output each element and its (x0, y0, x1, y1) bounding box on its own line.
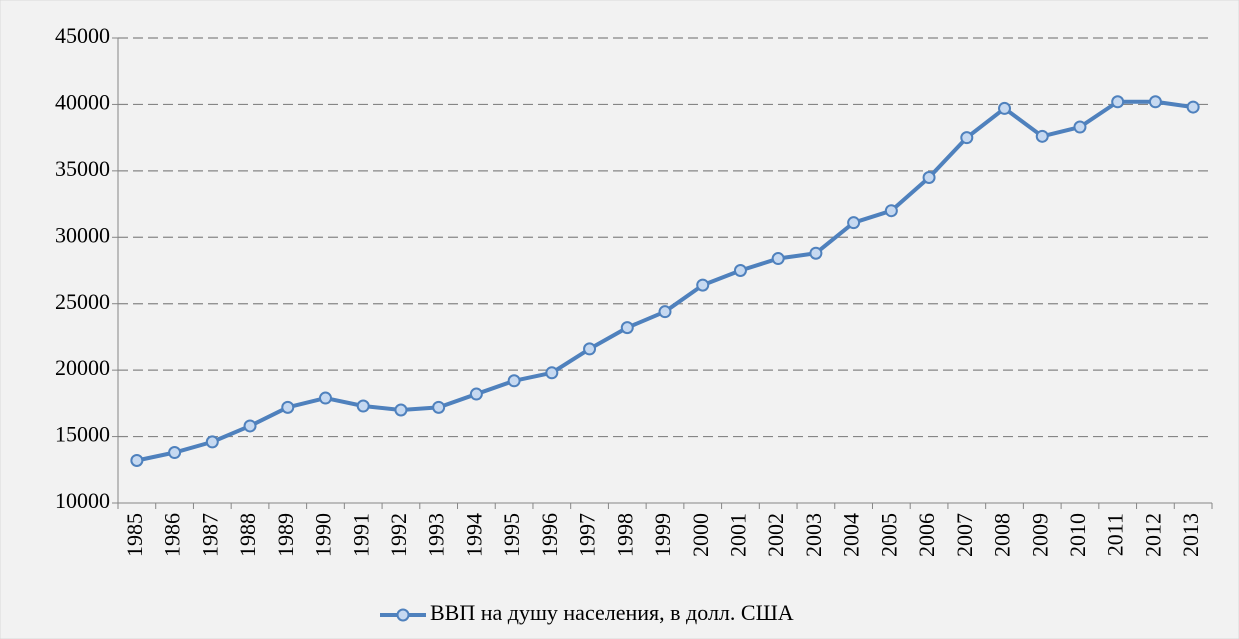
data-point (1073, 120, 1087, 134)
data-point (432, 400, 446, 414)
x-tick-label: 2002 (763, 513, 788, 557)
data-point (960, 131, 974, 145)
x-tick-label: 2000 (688, 513, 713, 557)
data-point (884, 204, 898, 218)
data-point (168, 446, 182, 460)
data-point (658, 305, 672, 319)
x-tick-label: 1996 (537, 513, 562, 557)
x-tick-label: 1992 (386, 513, 411, 557)
x-tick-label: 1999 (650, 513, 675, 557)
data-point (205, 435, 219, 449)
data-point (545, 366, 559, 380)
x-tick-label: 1993 (424, 513, 449, 557)
data-point (1035, 129, 1049, 143)
x-tick-label: 1998 (612, 513, 637, 557)
data-point (847, 216, 861, 230)
data-point (1148, 95, 1162, 109)
x-tick-label: 2003 (801, 513, 826, 557)
y-tick-label: 40000 (55, 89, 110, 114)
x-tick-label: 2012 (1140, 513, 1165, 557)
x-tick-label: 2005 (876, 513, 901, 557)
x-tick-label: 1995 (499, 513, 524, 557)
data-point (243, 419, 257, 433)
x-tick-label: 1989 (273, 513, 298, 557)
data-point (281, 400, 295, 414)
x-tick-label: 2006 (914, 513, 939, 557)
x-tick-label: 1988 (235, 513, 260, 557)
x-tick-label: 1994 (461, 513, 486, 557)
x-tick-label: 1987 (197, 513, 222, 557)
data-point (1111, 95, 1125, 109)
x-tick-label: 1985 (122, 513, 147, 557)
data-point (771, 252, 785, 266)
y-tick-label: 15000 (55, 422, 110, 447)
data-point (1186, 100, 1200, 114)
data-point (809, 246, 823, 260)
x-tick-label: 2001 (725, 513, 750, 557)
x-tick-label: 1986 (160, 513, 185, 557)
data-point (733, 264, 747, 277)
data-point (394, 403, 408, 417)
y-tick-label: 30000 (55, 222, 110, 247)
x-tick-label: 2011 (1103, 513, 1128, 556)
x-tick-label: 2013 (1178, 513, 1203, 557)
data-point (922, 171, 936, 184)
y-tick-label: 35000 (55, 156, 110, 181)
data-point (507, 374, 521, 388)
x-tick-label: 2010 (1065, 513, 1090, 557)
data-point (998, 101, 1012, 115)
data-point (130, 453, 144, 467)
y-tick-label: 10000 (55, 488, 110, 513)
x-tick-label: 1997 (575, 513, 600, 557)
legend-label: ВВП на душу населения, в долл. США (430, 600, 794, 625)
x-tick-label: 2008 (990, 513, 1015, 557)
data-point (583, 342, 597, 356)
x-tick-label: 2009 (1027, 513, 1052, 557)
x-tick-label: 2004 (839, 513, 864, 557)
y-tick-label: 20000 (55, 355, 110, 380)
x-tick-label: 1990 (311, 513, 336, 557)
data-point (696, 278, 710, 292)
data-point (318, 391, 332, 405)
data-point (620, 321, 634, 335)
data-point (356, 399, 370, 413)
data-point (469, 387, 483, 401)
legend-marker (396, 608, 410, 622)
x-tick-label: 2007 (952, 513, 977, 557)
x-tick-label: 1991 (348, 513, 373, 557)
y-tick-label: 45000 (55, 23, 110, 48)
y-tick-label: 25000 (55, 289, 110, 314)
